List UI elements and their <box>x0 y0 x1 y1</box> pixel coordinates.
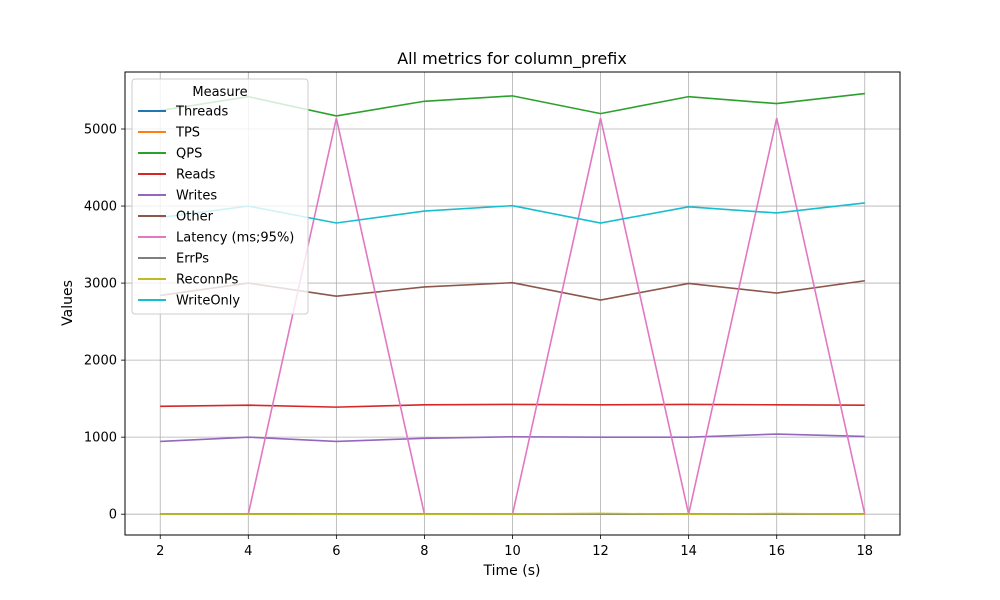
y-tick-label: 5000 <box>84 123 117 138</box>
y-axis-label: Values <box>60 280 76 326</box>
x-tick-label: 18 <box>856 544 873 559</box>
legend-title: Measure <box>192 85 247 100</box>
x-tick-label: 6 <box>332 544 340 559</box>
legend-label-writeonly: WriteOnly <box>176 294 240 309</box>
legend-label-latency-ms-95: Latency (ms;95%) <box>176 231 294 246</box>
x-axis-label: Time (s) <box>483 563 541 579</box>
legend-label-writes: Writes <box>176 189 217 204</box>
x-axis: 2 4 6 8 10 12 14 16 18 <box>156 535 873 559</box>
x-tick-label: 2 <box>156 544 164 559</box>
legend-box <box>131 78 309 315</box>
legend: Measure Threads TPS QPS Reads Writes Other Lat… <box>131 78 309 315</box>
x-tick-label: 4 <box>244 544 252 559</box>
x-tick-label: 16 <box>768 544 785 559</box>
x-tick-label: 14 <box>680 544 697 559</box>
legend-label-other: Other <box>176 210 214 225</box>
legend-label-tps: TPS <box>175 126 200 141</box>
legend-items: Threads TPS QPS Reads Writes Other Latency (ms… <box>138 105 294 309</box>
y-tick-label: 2000 <box>84 354 117 369</box>
legend-label-qps: QPS <box>176 147 202 162</box>
x-tick-label: 12 <box>592 544 609 559</box>
legend-label-reconnps: ReconnPs <box>176 273 239 288</box>
y-tick-label: 3000 <box>84 277 117 292</box>
series-line-reconnps <box>160 512 865 516</box>
chart-title: All metrics for column_prefix <box>397 49 627 69</box>
series-line-reads <box>160 403 865 408</box>
legend-label-errps: ErrPs <box>176 252 209 267</box>
y-tick-label: 4000 <box>84 200 117 215</box>
legend-label-threads: Threads <box>175 105 228 120</box>
y-tick-label: 0 <box>109 508 117 523</box>
series-line-writes <box>160 433 865 443</box>
x-tick-label: 10 <box>504 544 521 559</box>
y-axis: 0 1000 2000 3000 4000 5000 <box>84 123 125 523</box>
legend-label-reads: Reads <box>176 168 216 183</box>
x-tick-label: 8 <box>420 544 428 559</box>
y-tick-label: 1000 <box>84 431 117 446</box>
